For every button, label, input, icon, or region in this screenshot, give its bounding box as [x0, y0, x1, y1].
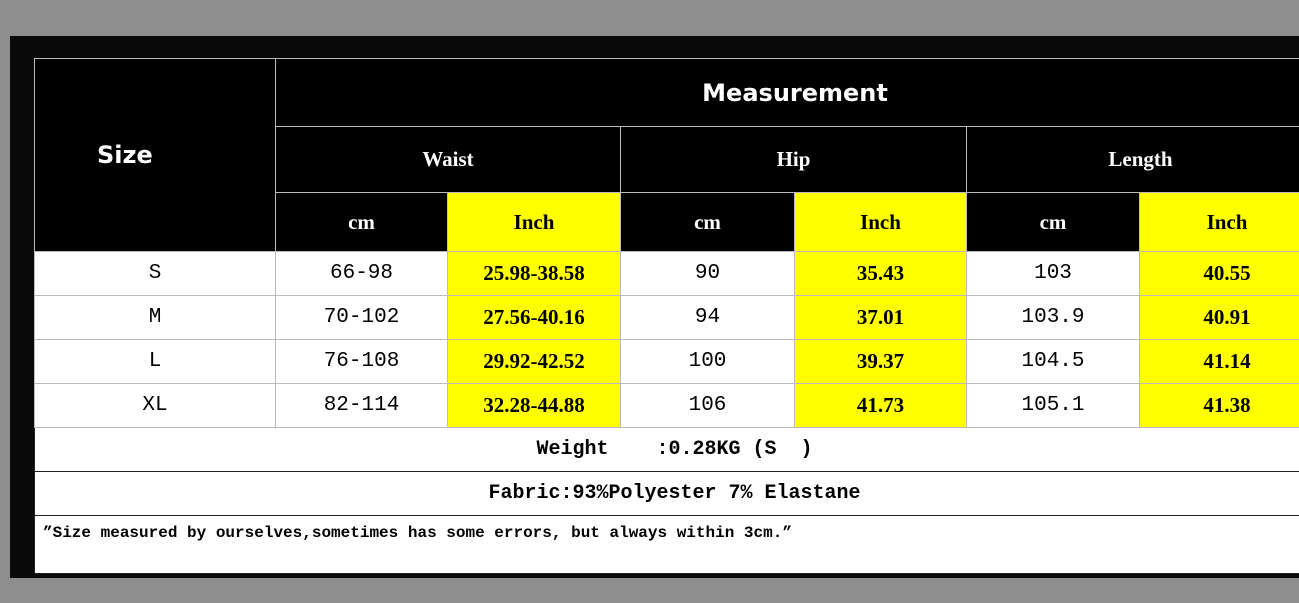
- length-cm-cell: 103.9: [966, 295, 1140, 340]
- table-row: XL 82-114 32.28-44.88 106 41.73 105.1 41…: [34, 383, 1299, 428]
- size-cell: S: [34, 251, 276, 296]
- unit-inch: Inch: [447, 192, 621, 252]
- size-header: Size: [34, 58, 276, 252]
- length-inch-cell: 40.55: [1138, 251, 1299, 296]
- measurement-header: Measurement: [274, 58, 1299, 127]
- waist-inch-cell: 27.56-40.16: [447, 295, 621, 340]
- unit-inch: Inch: [1138, 192, 1299, 252]
- waist-cm-cell: 76-108: [275, 339, 448, 384]
- waist-inch-cell: 32.28-44.88: [447, 383, 621, 428]
- waist-cm-cell: 82-114: [275, 383, 448, 428]
- hip-inch-cell: 39.37: [794, 339, 967, 384]
- size-cell: XL: [34, 383, 276, 428]
- waist-inch-cell: 29.92-42.52: [447, 339, 621, 384]
- length-inch-cell: 41.14: [1138, 339, 1299, 384]
- hip-inch-cell: 35.43: [794, 251, 967, 296]
- unit-cm: cm: [275, 192, 448, 252]
- length-cm-cell: 104.5: [966, 339, 1140, 384]
- unit-inch: Inch: [794, 192, 967, 252]
- waist-inch-cell: 25.98-38.58: [447, 251, 621, 296]
- hip-inch-cell: 37.01: [794, 295, 967, 340]
- waist-header: Waist: [275, 126, 621, 193]
- measurement-note: ”Size measured by ourselves,sometimes ha…: [33, 515, 1299, 574]
- length-cm-cell: 105.1: [966, 383, 1140, 428]
- length-header: Length: [965, 126, 1299, 193]
- waist-cm-cell: 70-102: [275, 295, 448, 340]
- hip-header: Hip: [620, 126, 967, 193]
- waist-cm-cell: 66-98: [275, 251, 448, 296]
- hip-cm-cell: 106: [620, 383, 795, 428]
- hip-cm-cell: 94: [620, 295, 795, 340]
- size-cell: L: [34, 339, 276, 384]
- table-row: S 66-98 25.98-38.58 90 35.43 103 40.55: [34, 251, 1299, 296]
- hip-cm-cell: 90: [620, 251, 795, 296]
- size-chart-table: Size Measurement Waist Hip Length cm Inc…: [33, 58, 1299, 574]
- size-cell: M: [34, 295, 276, 340]
- hip-cm-cell: 100: [620, 339, 795, 384]
- length-cm-cell: 103: [966, 251, 1140, 296]
- unit-cm: cm: [620, 192, 795, 252]
- table-row: L 76-108 29.92-42.52 100 39.37 104.5 41.…: [34, 339, 1299, 384]
- unit-cm: cm: [966, 192, 1140, 252]
- weight-info: Weight :0.28KG (S ): [33, 427, 1299, 472]
- table-row: M 70-102 27.56-40.16 94 37.01 103.9 40.9…: [34, 295, 1299, 340]
- hip-inch-cell: 41.73: [794, 383, 967, 428]
- length-inch-cell: 40.91: [1138, 295, 1299, 340]
- length-inch-cell: 41.38: [1138, 383, 1299, 428]
- fabric-info: Fabric:93%Polyester 7% Elastane: [33, 471, 1299, 516]
